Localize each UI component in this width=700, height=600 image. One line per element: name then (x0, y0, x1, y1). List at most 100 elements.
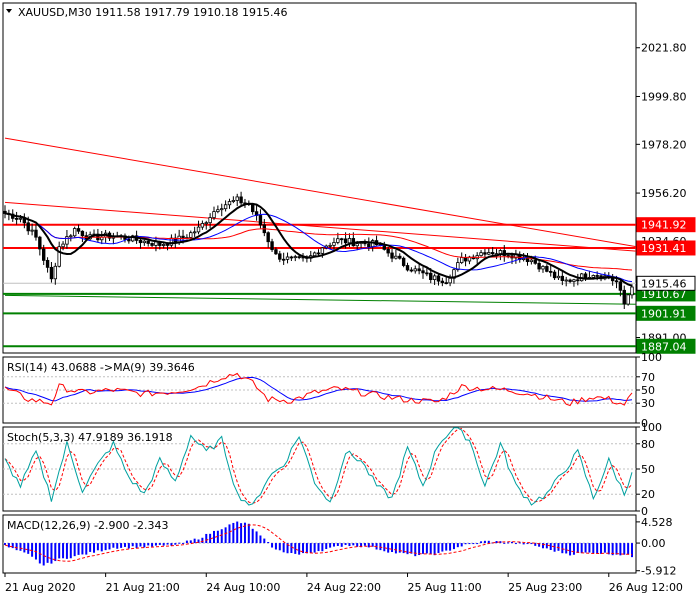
candle-body (591, 275, 595, 278)
candle-body (216, 209, 220, 212)
macd-bar (456, 543, 459, 548)
candle (328, 242, 332, 250)
macd-bar (7, 543, 10, 548)
candle (254, 205, 259, 221)
macd-bar (232, 522, 235, 544)
candle (630, 284, 634, 299)
candle-body (533, 259, 537, 264)
stoch-tick-label: 0 (641, 505, 648, 518)
macd-bar (584, 543, 587, 553)
macd-bar (472, 543, 475, 545)
level-badge-1887.04-bg (636, 338, 696, 354)
candle (103, 229, 108, 243)
macd-title: MACD(12,26,9) -2.900 -2.343 (7, 519, 168, 532)
candle-body (498, 250, 503, 255)
macd-bar (360, 543, 363, 548)
macd-bar (557, 543, 560, 551)
candle-body (53, 265, 58, 280)
candle (293, 254, 297, 262)
candle-body (390, 252, 394, 259)
macd-bar (50, 543, 53, 564)
macd-bar (476, 543, 479, 545)
candle-body (448, 277, 452, 284)
candle (69, 234, 73, 242)
symbol-header: XAUUSD,M30 1911.58 1917.79 1910.18 1915.… (18, 6, 288, 19)
macd-bar (46, 543, 49, 563)
candle (196, 220, 201, 235)
candle (231, 196, 236, 204)
candle-body (336, 238, 340, 243)
candle-body (57, 246, 61, 267)
y-axis-labels: 2021.801999.801978.201956.201891.001934.… (636, 42, 696, 578)
candle (49, 261, 54, 283)
collapse-arrow-icon[interactable] (6, 9, 12, 13)
macd-bar (422, 543, 424, 554)
macd-bar (379, 543, 382, 551)
macd-bar (62, 543, 65, 559)
candle (14, 211, 19, 225)
macd-bar (77, 543, 80, 555)
macd-bar (298, 543, 301, 555)
rsi-tick-label: 50 (641, 384, 655, 397)
candle-body (367, 243, 371, 248)
candle (370, 238, 375, 252)
macd-bar (123, 543, 126, 547)
rsi-tick-label: 100 (641, 351, 662, 364)
candle-body (537, 262, 541, 270)
macd-bar (15, 543, 18, 551)
rsi-tick-label: 70 (641, 371, 655, 384)
macd-panel (3, 521, 636, 566)
macd-bar (267, 541, 270, 544)
macd-bar (596, 543, 599, 554)
candle-body (239, 196, 243, 204)
stoch-tick-label: 100 (641, 421, 662, 434)
candle-body (552, 271, 557, 279)
macd-bar (178, 542, 181, 544)
candle-body (398, 255, 402, 259)
candle-body (72, 228, 77, 237)
candle-body (429, 272, 433, 280)
price-panel-frame (2, 2, 637, 354)
candle-body (285, 256, 290, 260)
macd-bar (325, 543, 328, 550)
level-badge-1910.67: 1910.67 (641, 288, 687, 301)
price-tick-label: 1999.80 (641, 90, 687, 103)
macd-bar (19, 543, 22, 551)
macd-bar (228, 524, 231, 544)
macd-bar (4, 543, 6, 546)
macd-panel-frame (2, 514, 637, 574)
macd-bar (394, 543, 397, 554)
macd-bar (81, 543, 84, 555)
x-axis-labels: 21 Aug 2020 21 Aug 21:00 24 Aug 10:00 24 Au… (4, 573, 683, 594)
candle (618, 279, 623, 297)
macd-bar (483, 540, 486, 544)
macd-bar (302, 543, 305, 554)
candle (65, 230, 69, 249)
horizontal-levels (3, 223, 636, 348)
macd-bar (487, 540, 490, 544)
macd-bar (499, 541, 502, 544)
candle (278, 250, 282, 263)
candle (80, 230, 85, 243)
candle (340, 237, 344, 245)
macd-bar (278, 543, 281, 551)
candle-body (549, 270, 553, 273)
candle (394, 249, 398, 260)
macd-bar (321, 543, 324, 552)
candle-body (266, 232, 270, 243)
macd-bar (344, 543, 347, 546)
level-badge-1901.91: 1901.91 (641, 307, 687, 320)
candle (173, 233, 177, 248)
macd-bar (615, 543, 618, 555)
macd-bar (93, 543, 96, 553)
candle-body (251, 204, 255, 213)
macd-bar (143, 543, 146, 548)
macd-bar (271, 543, 274, 548)
level-badge-1931.41-bg (636, 240, 696, 256)
candle-body (506, 255, 510, 257)
candle (409, 267, 414, 273)
x-tick-label: 26 Aug 12:00 (609, 581, 683, 594)
macd-bar (452, 543, 455, 550)
candle-body (200, 223, 205, 228)
trendline-support-3 (4, 294, 637, 305)
